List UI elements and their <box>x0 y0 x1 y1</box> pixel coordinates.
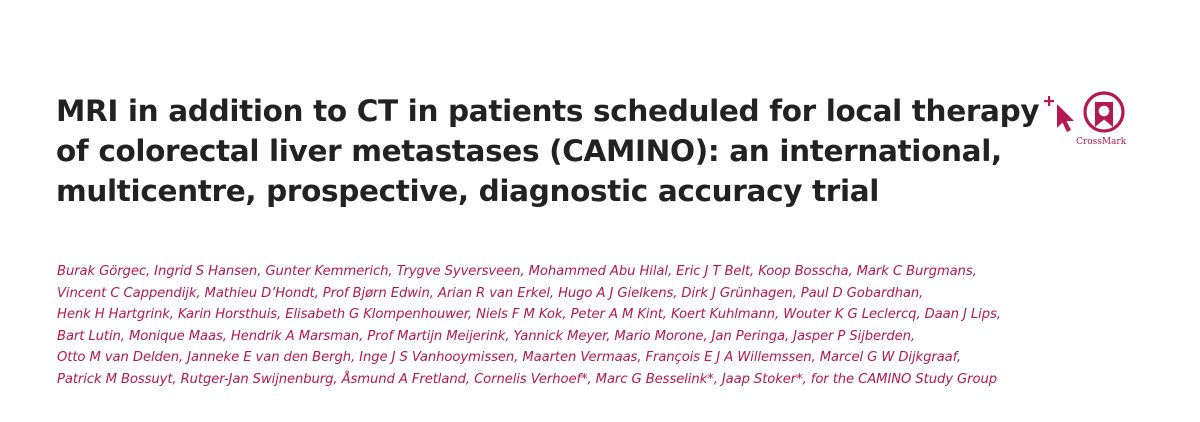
crossmark-icon <box>1044 91 1125 133</box>
crossmark-link[interactable] <box>1044 90 1144 156</box>
author-list: Burak Görgec, Ingrid S Hansen, Gunter Ke… <box>57 261 1157 390</box>
author-line: Burak Görgec, Ingrid S Hansen, Gunter Ke… <box>57 264 977 279</box>
author-line: Otto M van Delden, Janneke E van den Ber… <box>57 350 962 365</box>
author-line: Patrick M Bossuyt, Rutger-Jan Swijnenbur… <box>57 371 997 387</box>
crossmark-label: CrossMark <box>1076 137 1127 147</box>
author-line: Vincent C Cappendijk, Mathieu D’Hondt, P… <box>57 285 924 301</box>
title-line: of colorectal liver metastases (CAMINO):… <box>56 134 1002 168</box>
title-line: multicentre, prospective, diagnostic acc… <box>56 174 880 208</box>
author-line: Bart Lutin, Monique Maas, Hendrik A Mars… <box>57 328 915 344</box>
article-title: MRI in addition to CT in patients schedu… <box>56 91 1040 211</box>
author-line: Henk H Hartgrink, Karin Horsthuis, Elisa… <box>57 307 1001 322</box>
title-line: MRI in addition to CT in patients schedu… <box>56 94 1040 128</box>
